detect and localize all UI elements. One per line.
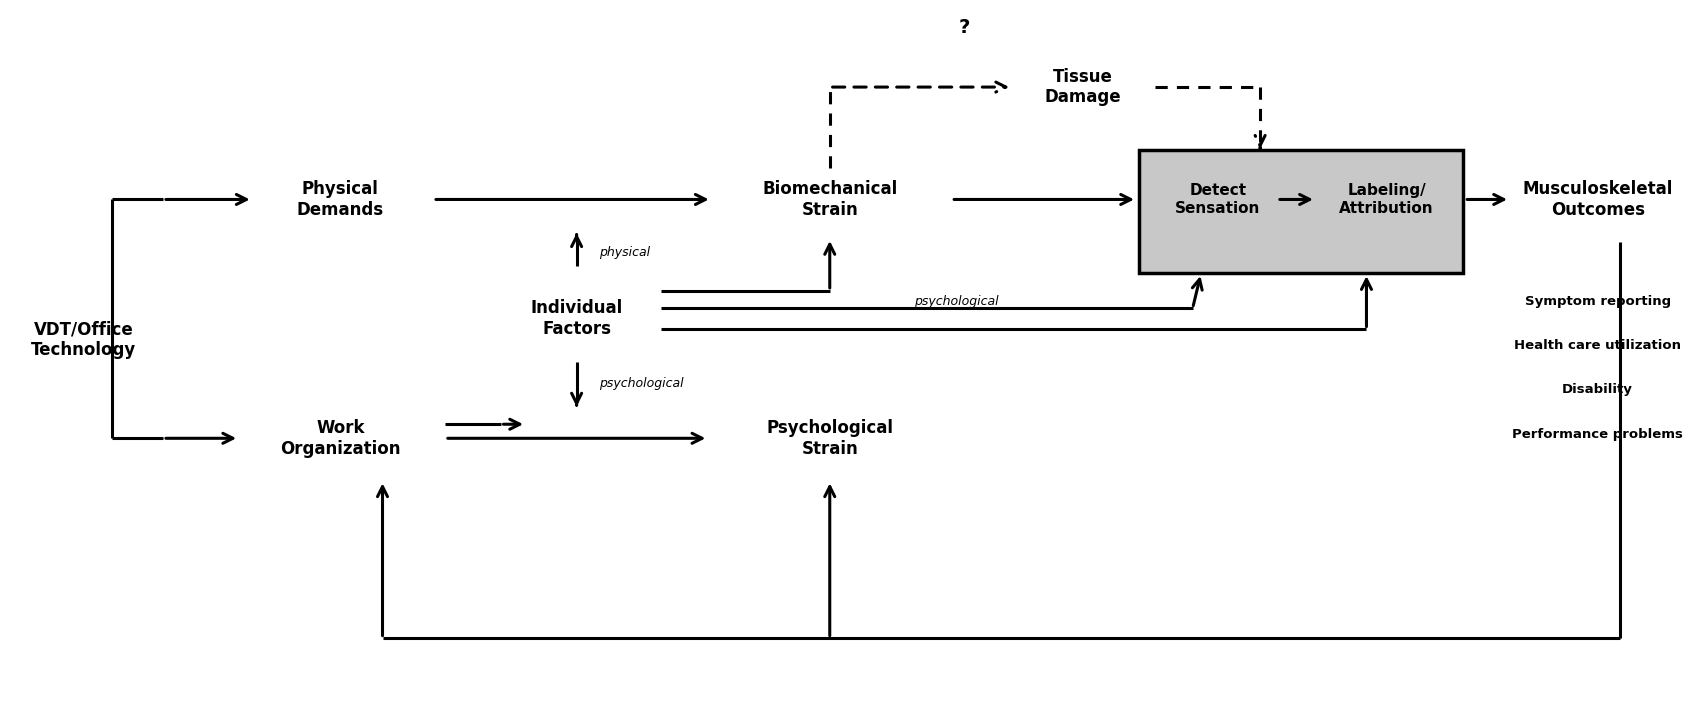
Text: Musculoskeletal
Outcomes: Musculoskeletal Outcomes (1521, 180, 1673, 219)
Text: VDT/Office
Technology: VDT/Office Technology (31, 321, 136, 360)
Text: Health care utilization: Health care utilization (1514, 339, 1679, 352)
Text: Individual
Factors: Individual Factors (530, 299, 622, 338)
Text: Tissue
Damage: Tissue Damage (1043, 68, 1120, 106)
Text: Physical
Demands: Physical Demands (297, 180, 384, 219)
Text: physical: physical (598, 246, 650, 258)
Text: Psychological
Strain: Psychological Strain (766, 419, 893, 457)
Text: Symptom reporting: Symptom reporting (1524, 295, 1669, 308)
Text: psychological: psychological (914, 295, 997, 308)
Text: Disability: Disability (1562, 383, 1632, 396)
FancyBboxPatch shape (1137, 150, 1461, 273)
Text: Labeling/
Attribution: Labeling/ Attribution (1338, 183, 1434, 216)
Text: Performance problems: Performance problems (1511, 428, 1683, 440)
Text: Detect
Sensation: Detect Sensation (1175, 183, 1260, 216)
Text: Biomechanical
Strain: Biomechanical Strain (762, 180, 897, 219)
Text: psychological: psychological (598, 377, 682, 390)
Text: ?: ? (958, 18, 970, 37)
Text: Work
Organization: Work Organization (280, 419, 401, 457)
